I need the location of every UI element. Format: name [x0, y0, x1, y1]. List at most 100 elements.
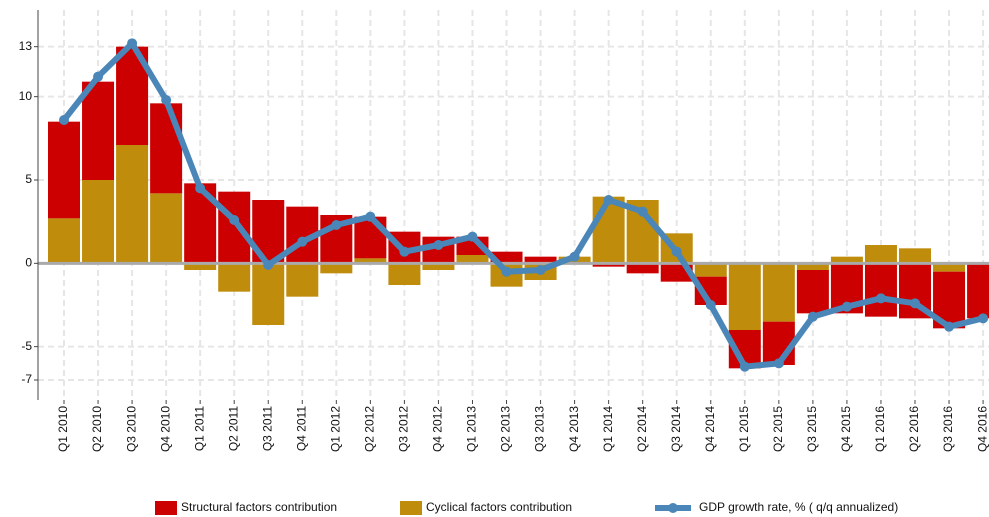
point: [93, 71, 104, 82]
x-tick-label: Q2 2015: [771, 406, 785, 452]
point: [433, 240, 444, 250]
x-tick-label: Q1 2013: [465, 406, 479, 452]
bar: [82, 81, 115, 180]
bar: [762, 263, 795, 322]
point: [195, 183, 206, 194]
point: [229, 215, 240, 225]
x-tick-label: Q2 2016: [907, 406, 921, 452]
bar: [592, 263, 625, 267]
point: [297, 236, 308, 247]
bar: [626, 263, 659, 274]
x-tick-label: Q2 2013: [499, 406, 513, 452]
bar: [762, 321, 795, 365]
bar: [830, 256, 863, 264]
y-tick-label: 10: [19, 89, 33, 103]
point: [161, 95, 172, 105]
y-tick-label: -5: [21, 339, 32, 353]
bar: [150, 193, 183, 264]
point: [944, 321, 955, 332]
x-tick-label: Q3 2013: [533, 406, 547, 452]
y-tick-label: 13: [19, 39, 33, 53]
bar: [796, 263, 829, 270]
bar: [82, 180, 115, 264]
y-tick-label: 5: [25, 172, 32, 186]
x-tick-label: Q3 2016: [941, 406, 955, 452]
point: [535, 265, 546, 275]
point: [910, 298, 920, 309]
legend-swatch: [400, 501, 422, 515]
point: [603, 195, 614, 205]
bar: [524, 256, 557, 264]
bar: [388, 263, 421, 285]
point: [399, 246, 410, 257]
bar: [490, 251, 523, 264]
point: [331, 220, 342, 230]
bar: [286, 263, 319, 297]
point: [807, 311, 818, 322]
bar: [252, 263, 285, 325]
x-tick-label: Q3 2012: [397, 406, 411, 452]
x-tick-label: Q1 2016: [873, 406, 887, 452]
x-tick-label: Q1 2010: [56, 406, 70, 452]
x-tick-label: Q4 2013: [567, 406, 581, 452]
bar: [218, 191, 251, 264]
bar: [354, 216, 387, 259]
x-tick-label: Q3 2010: [124, 406, 138, 452]
point: [501, 266, 512, 277]
x-tick-label: Q2 2011: [226, 406, 240, 451]
bar: [728, 263, 761, 330]
bar: [48, 121, 80, 219]
bar: [694, 263, 727, 277]
bar: [320, 263, 353, 274]
point: [637, 206, 648, 217]
x-tick-label: Q3 2015: [805, 406, 819, 452]
point: [841, 301, 852, 312]
legend-swatch: [155, 501, 177, 515]
bar: [592, 196, 625, 264]
point: [671, 246, 682, 257]
point: [773, 358, 784, 369]
bar: [796, 270, 829, 314]
point: [263, 260, 274, 270]
point: [127, 38, 138, 49]
bar: [933, 263, 966, 272]
point: [467, 231, 478, 242]
point: [59, 115, 69, 125]
x-tick-label: Q4 2010: [158, 406, 172, 452]
bar: [354, 258, 387, 264]
bar: [967, 263, 989, 319]
x-tick-label: Q2 2010: [90, 406, 104, 452]
x-tick-label: Q2 2012: [363, 406, 377, 452]
point: [875, 293, 886, 304]
x-tick-label: Q4 2011: [294, 406, 308, 451]
bar: [899, 248, 931, 264]
legend-label: Structural factors contribution: [181, 500, 337, 514]
x-tick-label: Q2 2014: [635, 406, 649, 452]
bar: [116, 145, 149, 264]
bar: [864, 263, 897, 317]
legend-label: GDP growth rate, % ( q/q annualized): [699, 500, 898, 514]
bar: [218, 263, 251, 292]
x-tick-label: Q4 2012: [431, 406, 445, 452]
legend-label: Cyclical factors contribution: [426, 500, 572, 514]
bar: [864, 245, 897, 264]
bar: [422, 263, 455, 270]
x-tick-label: Q4 2015: [839, 406, 853, 452]
x-tick-label: Q4 2016: [975, 406, 989, 452]
x-tick-label: Q3 2014: [669, 406, 683, 452]
x-tick-label: Q1 2015: [737, 406, 751, 452]
bar: [48, 218, 80, 264]
bar: [184, 263, 217, 270]
point: [978, 313, 989, 324]
x-tick-label: Q1 2012: [328, 406, 342, 452]
legend-swatch: [668, 503, 678, 513]
point: [705, 300, 716, 310]
point: [569, 251, 580, 262]
point: [739, 361, 750, 372]
y-tick-label: -7: [21, 372, 32, 386]
line: [61, 40, 984, 370]
x-tick-label: Q1 2014: [601, 406, 615, 452]
x-tick-label: Q1 2011: [192, 406, 206, 451]
bar: [150, 103, 183, 194]
